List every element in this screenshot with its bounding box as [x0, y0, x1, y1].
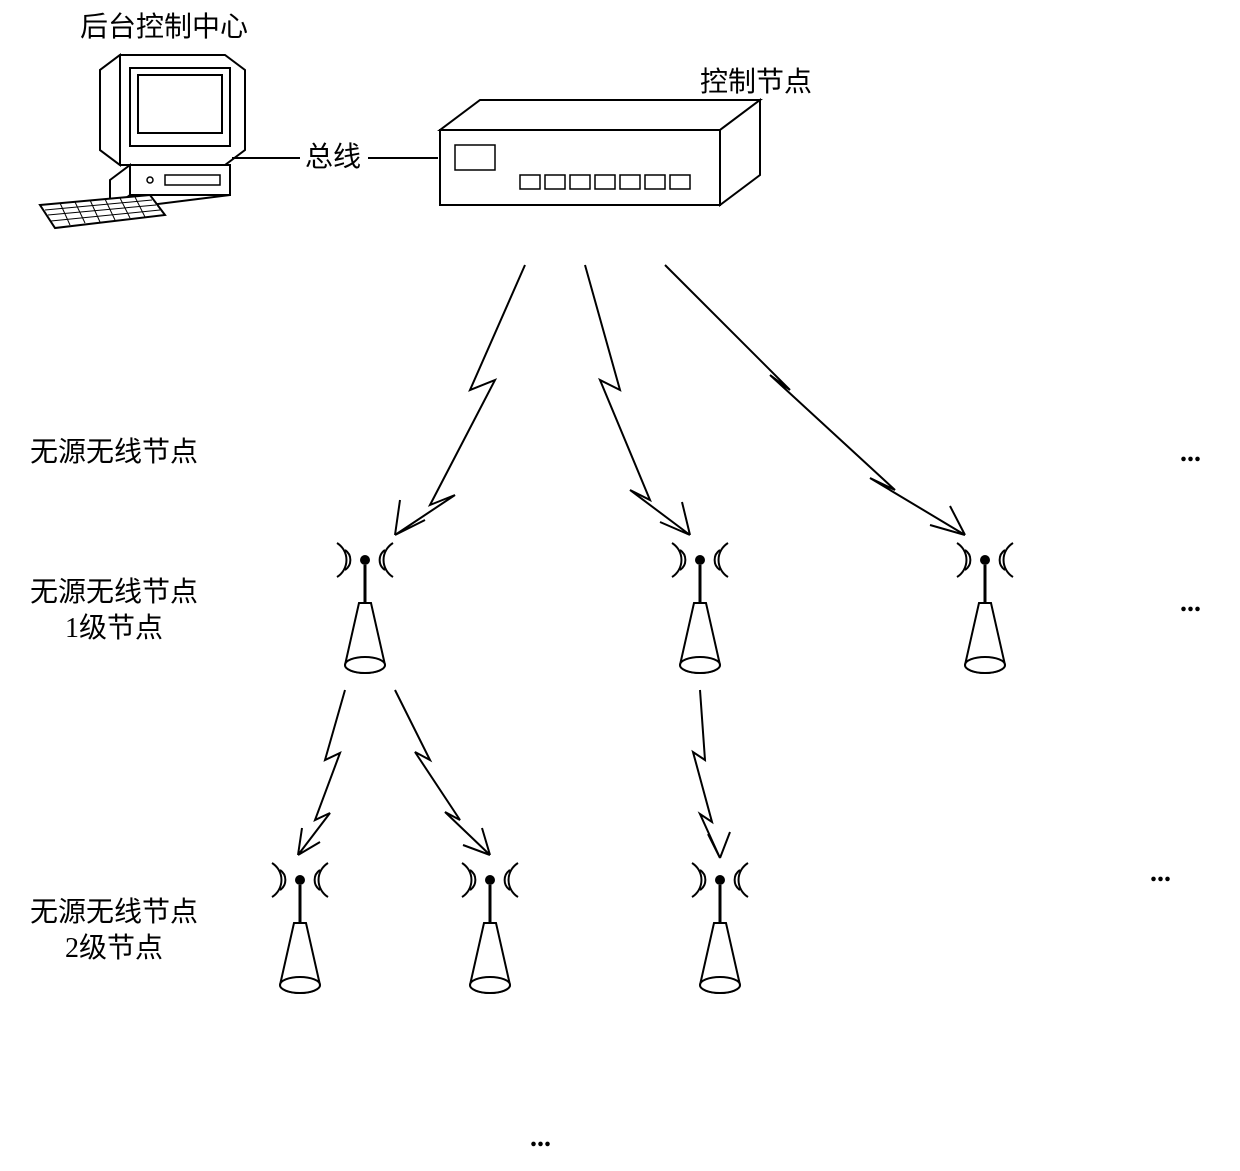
ellipsis-3: ... [1150, 855, 1171, 891]
antenna-level1-1 [337, 543, 393, 673]
backend-control-center-label: 后台控制中心 [80, 10, 248, 46]
computer-icon [40, 55, 245, 228]
antenna-level2-3 [692, 863, 748, 993]
passive-wireless-node-label: 无源无线节点 [30, 435, 198, 471]
ellipsis-bottom: ... [530, 1120, 551, 1156]
control-node-icon [440, 100, 760, 205]
control-node-label: 控制节点 [700, 65, 812, 101]
bus-label: 总线 [305, 140, 361, 176]
antenna-level2-2 [462, 863, 518, 993]
antenna-level2-1 [272, 863, 328, 993]
wireless-bolts-top [395, 265, 965, 535]
level2-node-label: 无源无线节点 2级节点 [30, 895, 198, 968]
level1-node-label: 无源无线节点 1级节点 [30, 575, 198, 648]
ellipsis-1: ... [1180, 435, 1201, 471]
antenna-level1-3 [957, 543, 1013, 673]
ellipsis-2: ... [1180, 585, 1201, 621]
wireless-bolts-bottom [298, 690, 730, 858]
antenna-level1-2 [672, 543, 728, 673]
